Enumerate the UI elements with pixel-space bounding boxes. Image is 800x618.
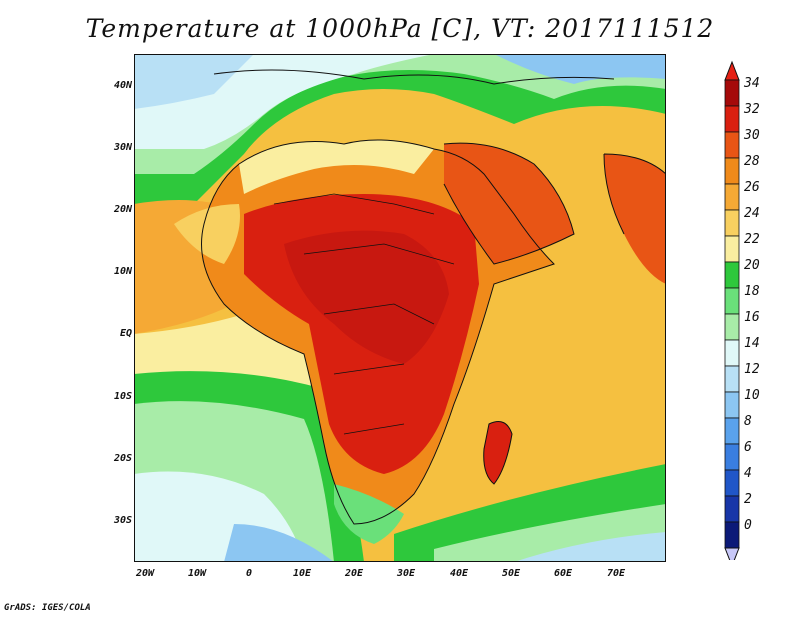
colorbar-segment	[724, 209, 740, 237]
map-svg	[134, 54, 666, 562]
field-s-indian-blue	[514, 532, 666, 562]
colorbar-label: 26	[744, 180, 760, 195]
colorbar-label: 18	[744, 284, 760, 299]
lat-tick-label: 10N	[113, 266, 132, 277]
arabia-coastline	[443, 142, 575, 265]
colorbar-segment	[724, 131, 740, 159]
africa-coastline	[201, 139, 555, 525]
lat-tick-label: 10S	[113, 391, 132, 402]
lon-tick-label: 50E	[501, 568, 521, 579]
lat-tick-label: 40N	[113, 80, 132, 91]
lat-tick-label: 20S	[113, 453, 132, 464]
colorbar-segment	[724, 261, 740, 289]
colorbar-label: 28	[744, 154, 760, 169]
lat-tick-label: EQ	[119, 328, 132, 339]
colorbar-segment	[724, 287, 740, 315]
colorbar-segment	[724, 469, 740, 497]
colorbar-label: 32	[744, 102, 760, 117]
field-arabia	[444, 143, 574, 264]
colorbar-label: 8	[744, 414, 752, 429]
colorbar-segment	[724, 391, 740, 419]
colorbar-label: 4	[744, 466, 752, 481]
lon-tick-label: 10E	[292, 568, 312, 579]
map-frame	[134, 54, 666, 562]
colorbar-segment	[724, 365, 740, 393]
lon-tick-label: 60E	[553, 568, 573, 579]
field-north-blue	[494, 54, 666, 84]
colorbar-label: 24	[744, 206, 760, 221]
colorbar-label: 10	[744, 388, 760, 403]
colorbar-segment	[724, 443, 740, 471]
colorbar-segment	[724, 235, 740, 263]
colorbar-label: 30	[744, 128, 760, 143]
credit-text: GrADS: IGES/COLA	[4, 603, 91, 613]
field-africa-darkred	[284, 230, 449, 364]
colorbar-segment	[724, 417, 740, 445]
field-india	[604, 154, 666, 284]
colorbar-segment	[724, 105, 740, 133]
colorbar-segment	[724, 521, 740, 549]
colorbar-label: 16	[744, 310, 760, 325]
colorbar	[724, 60, 740, 560]
map-title: Temperature at 1000hPa [C], VT: 20171115…	[85, 14, 715, 43]
madagascar	[483, 421, 513, 485]
field-nw-africa	[174, 204, 240, 264]
country-borders	[273, 193, 455, 435]
lat-tick-label: 30N	[113, 142, 132, 153]
lon-tick-label: 30E	[396, 568, 416, 579]
lon-tick-label: 20E	[344, 568, 364, 579]
colorbar-under-arrow	[724, 547, 740, 560]
colorbar-segment	[724, 313, 740, 341]
field-s-atlantic-blue	[224, 524, 334, 562]
colorbar-segment	[724, 157, 740, 185]
colorbar-label: 14	[744, 336, 760, 351]
lon-tick-label: 40E	[449, 568, 469, 579]
colorbar-label: 0	[744, 518, 752, 533]
colorbar-segment	[724, 339, 740, 367]
colorbar-label: 22	[744, 232, 760, 247]
colorbar-label: 34	[744, 76, 760, 91]
colorbar-segment	[724, 183, 740, 211]
colorbar-label: 2	[744, 492, 752, 507]
field-sahara-yellow	[239, 140, 434, 194]
lon-tick-label: 20W	[135, 568, 155, 579]
colorbar-label: 12	[744, 362, 760, 377]
colorbar-label: 6	[744, 440, 752, 455]
india-coastline	[603, 153, 666, 235]
field-s-africa-green	[334, 484, 404, 544]
colorbar-segment	[724, 495, 740, 523]
lat-tick-label: 20N	[113, 204, 132, 215]
lon-tick-label: 10W	[187, 568, 207, 579]
colorbar-label: 20	[744, 258, 760, 273]
colorbar-over-arrow	[724, 60, 740, 81]
lon-tick-label: 70E	[606, 568, 626, 579]
europe-coastline	[213, 69, 615, 85]
temperature-map	[134, 54, 666, 562]
field-atlantic-blue	[134, 54, 254, 109]
lon-tick-label: 0	[245, 568, 253, 579]
colorbar-segment	[724, 79, 740, 107]
lat-tick-label: 30S	[113, 515, 132, 526]
